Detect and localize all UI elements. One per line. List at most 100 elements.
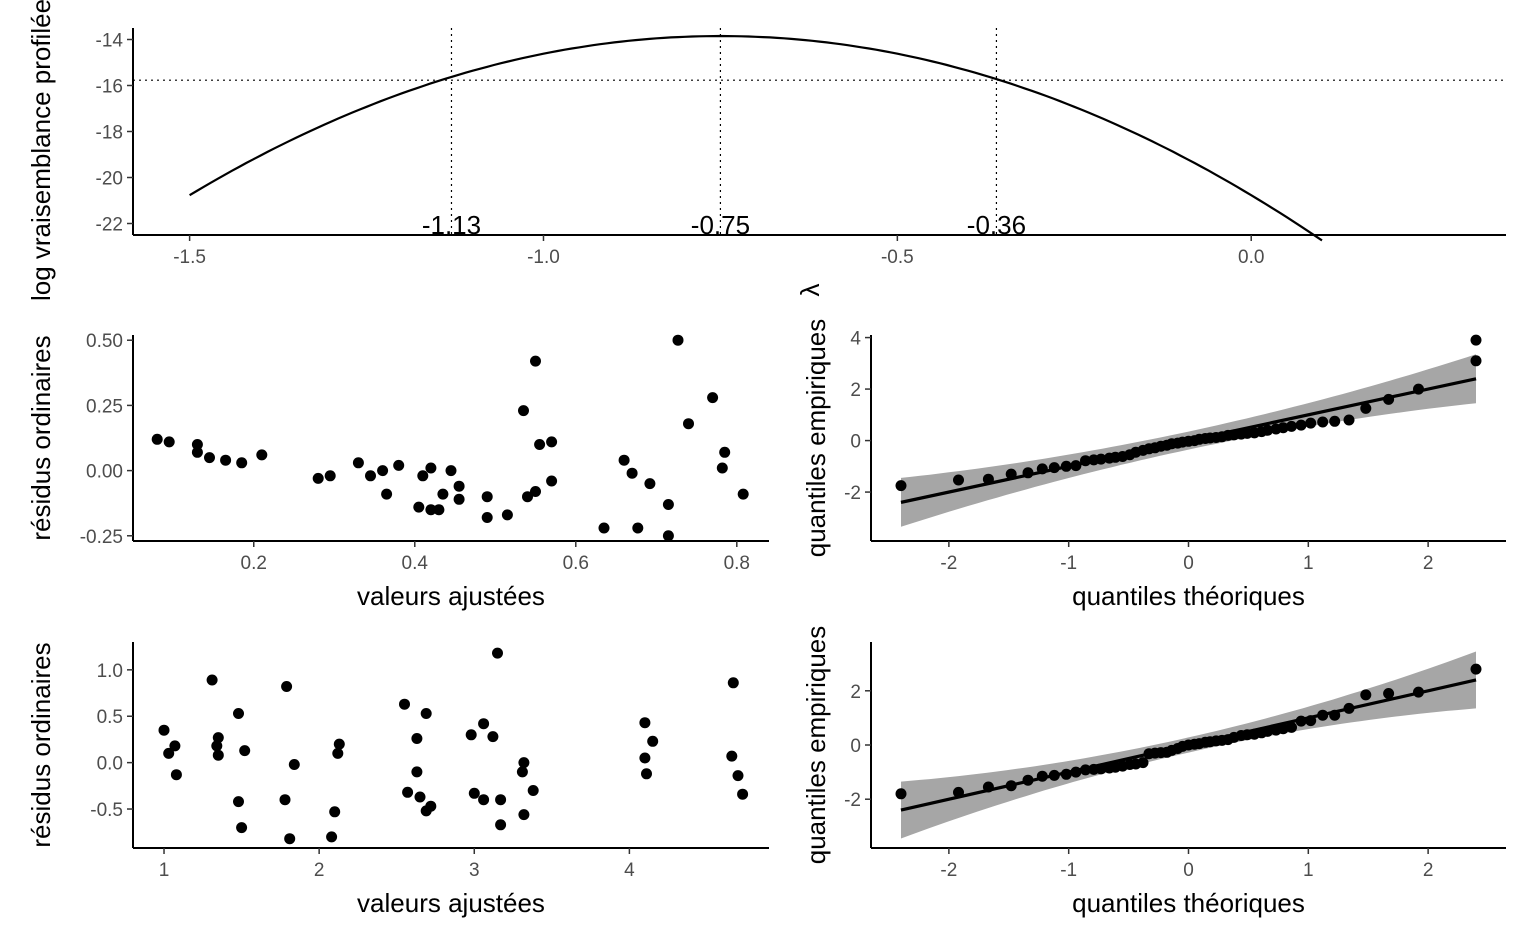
- data-point: [1317, 709, 1329, 721]
- data-point: [377, 465, 389, 477]
- data-point: [737, 788, 749, 800]
- data-point: [518, 809, 530, 821]
- data-point: [982, 473, 994, 485]
- data-point: [1383, 688, 1395, 699]
- data-point: [324, 470, 336, 482]
- y-axis-title: log vraisemblance profilée: [26, 0, 56, 301]
- x-tick-label: 0.8: [724, 553, 750, 574]
- data-point: [352, 457, 364, 469]
- data-point: [726, 750, 738, 762]
- data-point: [163, 747, 175, 759]
- profile-curve: [189, 34, 1323, 242]
- data-point: [1383, 393, 1395, 405]
- data-point: [204, 452, 215, 464]
- data-point: [501, 509, 513, 521]
- data-point: [220, 454, 232, 466]
- data-point: [1317, 416, 1329, 428]
- x-axis-title: valeurs ajustées: [357, 581, 545, 611]
- x-tick-label: 2: [314, 860, 325, 881]
- data-point: [1360, 689, 1372, 701]
- y-tick-label: 1.0: [97, 661, 123, 682]
- data-point: [151, 433, 163, 445]
- x-tick-label: -1.5: [173, 247, 206, 268]
- data-point: [256, 449, 268, 461]
- data-point: [1343, 702, 1355, 714]
- data-point: [530, 486, 541, 497]
- x-tick-label: 0: [1183, 553, 1194, 574]
- data-point: [233, 708, 244, 719]
- data-point: [647, 735, 659, 747]
- data-point: [487, 731, 499, 743]
- panel-profile: -1.13 -0.75 -0.36-1.5 -1.0 -0.5 0.0-22-20-18-…: [26, 0, 1506, 301]
- data-point: [953, 786, 964, 798]
- x-tick-label: 2: [1423, 860, 1434, 881]
- data-point: [1022, 774, 1034, 786]
- y-tick-label: 0: [850, 736, 861, 757]
- y-tick-label: -2: [844, 483, 861, 504]
- data-point: [495, 794, 507, 806]
- data-point: [1080, 764, 1091, 776]
- data-point: [239, 745, 251, 757]
- data-point: [1413, 686, 1424, 698]
- x-tick-label: 0.4: [402, 553, 429, 574]
- data-point: [534, 439, 546, 450]
- x-tick-label: 1: [1303, 860, 1314, 881]
- y-tick-label: -16: [96, 77, 123, 98]
- data-point: [399, 698, 410, 710]
- data-point: [618, 454, 630, 466]
- panel-resid2: 1 2 3 4 -0.5 0.0 0.5 1.0 valeurs ajustées résidus…: [26, 642, 769, 918]
- data-point: [465, 729, 477, 741]
- data-point: [492, 647, 503, 659]
- data-point: [518, 405, 529, 417]
- data-point: [530, 355, 541, 367]
- x-tick-label: -1.0: [527, 247, 560, 268]
- data-point: [1048, 462, 1060, 474]
- data-point: [1005, 468, 1017, 480]
- x-tick-label: 0.2: [241, 553, 267, 574]
- data-point: [236, 457, 248, 469]
- data-point: [191, 439, 203, 450]
- data-point: [522, 491, 533, 503]
- data-point: [169, 740, 181, 752]
- data-point: [639, 717, 651, 729]
- data-point: [236, 822, 248, 834]
- data-point: [453, 480, 465, 492]
- data-point: [1070, 766, 1082, 778]
- y-tick-label: 2: [850, 682, 861, 703]
- panel-qq1: -2 -1 0 1 2 -2 0 2 4 quantiles théoriques quantile…: [801, 319, 1506, 611]
- data-point: [1060, 460, 1072, 472]
- data-point: [1470, 334, 1482, 346]
- data-point: [478, 718, 490, 730]
- data-point: [1277, 723, 1289, 735]
- data-point: [632, 522, 644, 534]
- y-tick-label: -20: [96, 169, 123, 190]
- data-point: [1036, 463, 1048, 475]
- data-point: [425, 504, 437, 516]
- data-point: [413, 501, 425, 513]
- x-axis-title: quantiles théoriques: [1072, 581, 1305, 611]
- data-point: [158, 724, 170, 736]
- data-point: [1060, 768, 1072, 780]
- data-point: [411, 766, 423, 778]
- y-axis-title: résidus ordinaires: [26, 335, 56, 540]
- data-point: [1329, 415, 1341, 427]
- data-point: [1095, 763, 1107, 775]
- x-tick-label: -0.5: [881, 247, 914, 268]
- data-point: [170, 769, 182, 781]
- y-tick-label: 0.25: [86, 396, 123, 417]
- data-point: [411, 733, 423, 744]
- x-tick-label: 4: [624, 860, 635, 881]
- data-point: [1360, 402, 1372, 414]
- data-point: [737, 488, 749, 500]
- data-point: [1286, 420, 1297, 432]
- data-point: [662, 499, 674, 510]
- data-point: [468, 787, 480, 799]
- data-point: [1048, 769, 1060, 781]
- data-point: [1329, 709, 1341, 721]
- data-point: [1277, 422, 1289, 434]
- panel-resid1: 0.2 0.4 0.6 0.8 -0.25 0.00 0.25 0.50 valeurs aju…: [26, 331, 769, 611]
- data-point: [1137, 757, 1149, 769]
- data-point: [445, 465, 457, 477]
- x-tick-label: 2: [1423, 553, 1434, 574]
